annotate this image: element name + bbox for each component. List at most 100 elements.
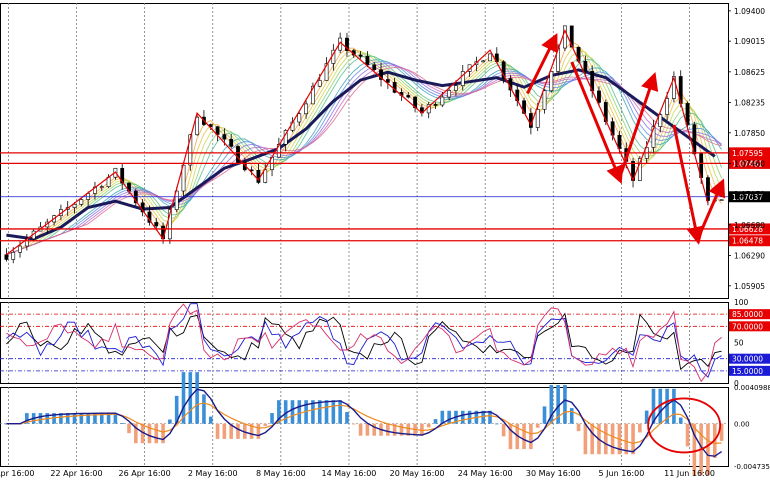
y-tick-label: 1.09015 bbox=[734, 37, 765, 46]
y-tick-label: 1.08235 bbox=[734, 99, 765, 108]
candle-body bbox=[229, 138, 234, 147]
candle-body bbox=[433, 104, 438, 106]
candle-body bbox=[11, 252, 16, 260]
candle-body bbox=[372, 64, 377, 71]
macd-histogram-bar bbox=[215, 423, 220, 439]
candle-body bbox=[222, 134, 227, 140]
macd-histogram-bar bbox=[481, 410, 485, 424]
macd-histogram-bar bbox=[522, 423, 526, 450]
macd-histogram-bar bbox=[243, 423, 247, 439]
macd-histogram-bar bbox=[249, 423, 254, 439]
trend-arrow bbox=[672, 124, 705, 245]
candle-body bbox=[542, 90, 547, 110]
x-tick-label: 22 Apr 16:00 bbox=[50, 469, 102, 478]
macd-histogram-bar bbox=[147, 423, 152, 444]
macd-histogram-bar bbox=[79, 413, 84, 424]
macd-histogram-bar bbox=[72, 413, 77, 424]
candle-body bbox=[276, 143, 281, 158]
candle-body bbox=[651, 126, 656, 148]
candle-body bbox=[297, 113, 302, 123]
macd-histogram-bar bbox=[495, 423, 499, 425]
macd-histogram-bar bbox=[392, 423, 397, 436]
macd-histogram-bar bbox=[25, 413, 29, 424]
price-level-tag bbox=[729, 157, 770, 169]
macd-histogram-bar bbox=[38, 413, 43, 424]
candle-body bbox=[460, 71, 465, 86]
macd-histogram-bar bbox=[317, 400, 322, 424]
candle-body bbox=[358, 54, 363, 57]
highlight-circle bbox=[647, 397, 722, 454]
macd-histogram-bar bbox=[556, 385, 560, 424]
osc-line bbox=[6, 303, 722, 383]
macd-histogram-bar bbox=[542, 406, 547, 424]
macd-histogram-bar bbox=[447, 410, 451, 424]
candle-body bbox=[195, 116, 200, 136]
candle-body bbox=[665, 98, 670, 115]
macd-histogram-bar bbox=[106, 413, 111, 424]
x-tick-label: 24 May 16:00 bbox=[458, 469, 513, 478]
macd-histogram-bar bbox=[195, 372, 199, 424]
trend-arrow bbox=[618, 72, 659, 179]
trend-arrow bbox=[570, 61, 624, 184]
macd-histogram-bar bbox=[549, 385, 554, 424]
price-level-tag bbox=[729, 147, 770, 159]
macd-histogram-bar bbox=[638, 423, 642, 433]
candle-body bbox=[385, 79, 390, 83]
candle-body bbox=[120, 167, 125, 184]
y-tick-label: 1.05905 bbox=[734, 282, 765, 291]
macd-histogram-bar bbox=[202, 394, 206, 424]
macd-histogram-bar bbox=[719, 423, 724, 441]
candle-body bbox=[345, 37, 349, 51]
macd-histogram-bar bbox=[168, 419, 172, 424]
macd-y-tick-label: 0.00 bbox=[734, 421, 750, 429]
macd-histogram-bar bbox=[263, 423, 268, 426]
candle-body bbox=[440, 96, 445, 106]
macd-histogram-bar bbox=[283, 400, 288, 424]
candle-body bbox=[447, 90, 452, 98]
macd-signal-line bbox=[6, 402, 722, 445]
time-axis: 18 Apr 16:00 22 Apr 16:00 26 Apr 16:00 2 Ma… bbox=[0, 469, 715, 478]
macd-histogram-bar bbox=[569, 408, 574, 424]
macd-histogram-bar bbox=[467, 410, 472, 424]
macd-y-tick-label: -0.0047358 bbox=[734, 463, 770, 471]
macd-histogram-bar bbox=[181, 372, 186, 424]
candle-body bbox=[18, 245, 22, 253]
macd-histogram-bar bbox=[120, 423, 124, 424]
ma-ribbon-line bbox=[6, 63, 722, 256]
ma-ribbon-line bbox=[6, 59, 722, 256]
macd-histogram-bar bbox=[338, 400, 342, 424]
candle-body bbox=[569, 25, 574, 48]
macd-histogram-bar bbox=[488, 410, 492, 424]
candle-body bbox=[719, 199, 724, 201]
candle-body bbox=[563, 25, 567, 49]
candle-body bbox=[365, 56, 370, 66]
y-tick-label: 1.06680 bbox=[734, 221, 765, 230]
candle-body bbox=[379, 69, 383, 80]
y-tick-label: 1.08625 bbox=[734, 68, 765, 77]
price-level-label: 1.07595 bbox=[732, 149, 763, 158]
osc-line bbox=[6, 303, 722, 378]
macd-histogram-bar bbox=[440, 410, 445, 424]
candle-body bbox=[501, 61, 506, 79]
macd-histogram-bar bbox=[331, 400, 336, 424]
macd-histogram-bar bbox=[399, 423, 404, 436]
candle-body bbox=[324, 63, 329, 81]
macd-histogram-bar bbox=[631, 423, 635, 455]
macd-histogram-bar bbox=[529, 423, 533, 450]
macd-histogram-bar bbox=[563, 385, 567, 424]
macd-y-tick-label: 0.0040988 bbox=[734, 384, 770, 392]
macd-histogram-bar bbox=[127, 423, 131, 434]
macd-histogram-bar bbox=[140, 423, 145, 444]
macd-histogram-bar bbox=[290, 400, 295, 424]
macd-histogram-bar bbox=[65, 413, 70, 424]
macd-histogram-bar bbox=[644, 410, 649, 424]
osc-y-tick-label: 100 bbox=[734, 298, 749, 307]
candle-body bbox=[406, 95, 411, 98]
macd-histogram-bar bbox=[678, 417, 683, 424]
macd-histogram-bar bbox=[535, 423, 540, 428]
trend-arrow bbox=[526, 33, 558, 95]
osc-level-tag bbox=[729, 309, 770, 320]
macd-histogram-bar bbox=[236, 423, 240, 439]
macd-histogram-bar bbox=[256, 423, 261, 439]
